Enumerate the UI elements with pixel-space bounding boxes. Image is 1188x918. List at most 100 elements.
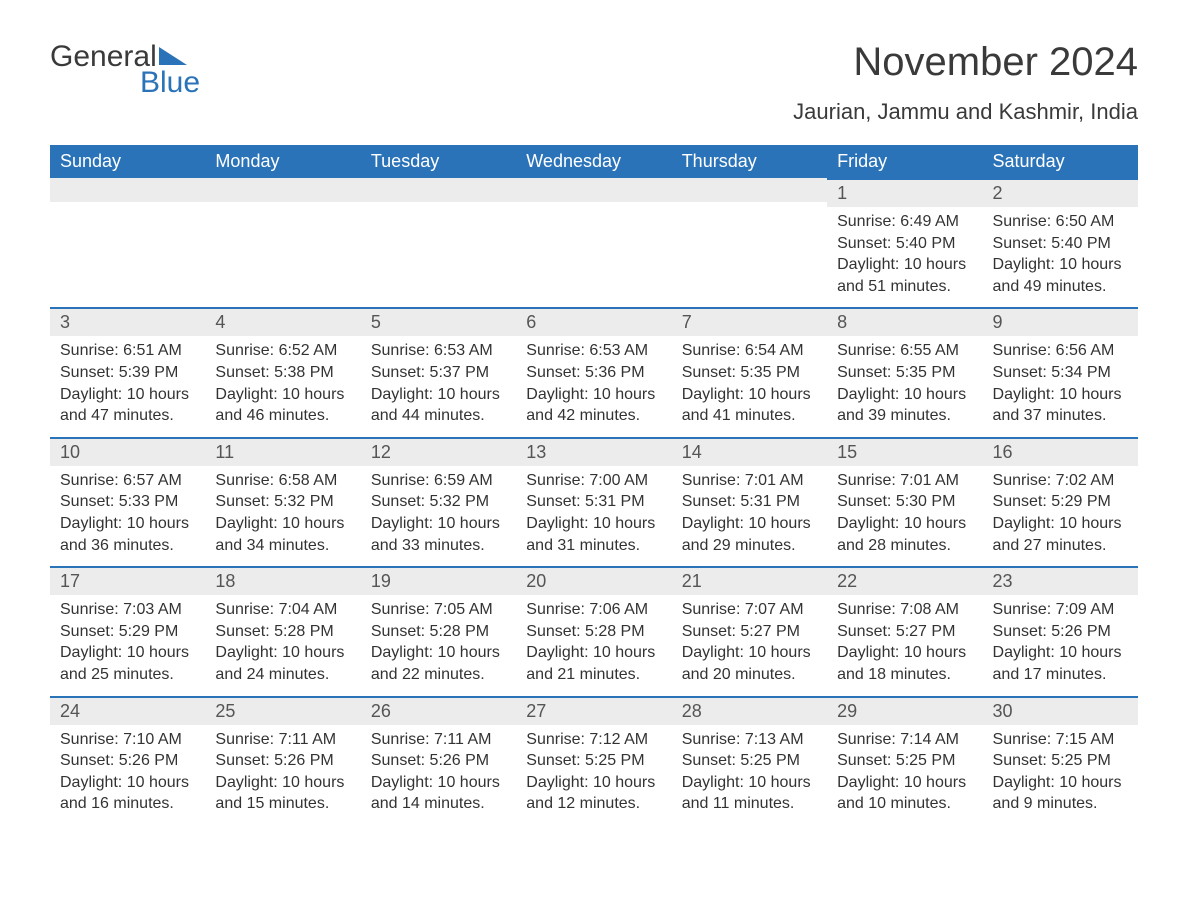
calendar-cell: 1Sunrise: 6:49 AMSunset: 5:40 PMDaylight… <box>827 178 982 307</box>
day-content: Sunrise: 7:11 AMSunset: 5:26 PMDaylight:… <box>205 725 360 825</box>
sunset-prefix: Sunset: <box>526 493 585 510</box>
day-content: Sunrise: 6:58 AMSunset: 5:32 PMDaylight:… <box>205 466 360 566</box>
day-number: 11 <box>205 437 360 466</box>
daylight-prefix: Daylight: <box>993 386 1060 403</box>
daylight-line: Daylight: 10 hours and 34 minutes. <box>215 513 350 556</box>
day-number: 1 <box>827 178 982 207</box>
calendar-cell: 8Sunrise: 6:55 AMSunset: 5:35 PMDaylight… <box>827 307 982 436</box>
daylight-prefix: Daylight: <box>837 386 904 403</box>
sunset-value: 5:38 PM <box>274 364 334 381</box>
day-number: 18 <box>205 566 360 595</box>
sunrise-prefix: Sunrise: <box>837 731 900 748</box>
sunrise-value: 6:52 AM <box>279 342 338 359</box>
sunset-line: Sunset: 5:33 PM <box>60 491 195 513</box>
sunrise-line: Sunrise: 7:01 AM <box>837 470 972 492</box>
empty-daynum-bar <box>672 178 827 202</box>
sunrise-line: Sunrise: 7:02 AM <box>993 470 1128 492</box>
calendar-cell: 10Sunrise: 6:57 AMSunset: 5:33 PMDayligh… <box>50 437 205 566</box>
sunrise-value: 6:53 AM <box>589 342 648 359</box>
sunrise-line: Sunrise: 7:11 AM <box>215 729 350 751</box>
sunrise-line: Sunrise: 7:04 AM <box>215 599 350 621</box>
sunrise-line: Sunrise: 7:09 AM <box>993 599 1128 621</box>
sunset-prefix: Sunset: <box>993 752 1052 769</box>
day-number: 30 <box>983 696 1138 725</box>
sunrise-value: 7:10 AM <box>123 731 182 748</box>
sunset-value: 5:40 PM <box>896 235 956 252</box>
sunset-line: Sunset: 5:29 PM <box>60 621 195 643</box>
day-number: 23 <box>983 566 1138 595</box>
daylight-prefix: Daylight: <box>371 774 438 791</box>
calendar-cell: 25Sunrise: 7:11 AMSunset: 5:26 PMDayligh… <box>205 696 360 825</box>
sunset-prefix: Sunset: <box>682 493 741 510</box>
sunrise-prefix: Sunrise: <box>60 601 123 618</box>
daylight-prefix: Daylight: <box>371 386 438 403</box>
sunset-value: 5:32 PM <box>430 493 490 510</box>
sunrise-prefix: Sunrise: <box>60 731 123 748</box>
sunrise-prefix: Sunrise: <box>837 342 900 359</box>
calendar-header-row: SundayMondayTuesdayWednesdayThursdayFrid… <box>50 145 1138 178</box>
daylight-line: Daylight: 10 hours and 44 minutes. <box>371 384 506 427</box>
sunset-prefix: Sunset: <box>837 752 896 769</box>
day-content: Sunrise: 6:53 AMSunset: 5:37 PMDaylight:… <box>361 336 516 436</box>
sunset-prefix: Sunset: <box>60 623 119 640</box>
day-content: Sunrise: 7:05 AMSunset: 5:28 PMDaylight:… <box>361 595 516 695</box>
day-number: 5 <box>361 307 516 336</box>
sunset-line: Sunset: 5:30 PM <box>837 491 972 513</box>
sunset-value: 5:31 PM <box>585 493 645 510</box>
sunrise-prefix: Sunrise: <box>215 342 278 359</box>
sunset-value: 5:37 PM <box>430 364 490 381</box>
sunrise-value: 6:57 AM <box>123 472 182 489</box>
sunrise-line: Sunrise: 6:55 AM <box>837 340 972 362</box>
day-content: Sunrise: 7:03 AMSunset: 5:29 PMDaylight:… <box>50 595 205 695</box>
sunrise-value: 6:51 AM <box>123 342 182 359</box>
empty-daynum-bar <box>205 178 360 202</box>
sunset-value: 5:33 PM <box>119 493 179 510</box>
sunset-prefix: Sunset: <box>993 623 1052 640</box>
daylight-line: Daylight: 10 hours and 22 minutes. <box>371 642 506 685</box>
daylight-prefix: Daylight: <box>60 515 127 532</box>
daylight-prefix: Daylight: <box>215 644 282 661</box>
sunset-prefix: Sunset: <box>215 752 274 769</box>
sunset-line: Sunset: 5:26 PM <box>993 621 1128 643</box>
daylight-line: Daylight: 10 hours and 16 minutes. <box>60 772 195 815</box>
sunset-prefix: Sunset: <box>371 493 430 510</box>
sunset-line: Sunset: 5:40 PM <box>993 233 1128 255</box>
sunrise-value: 7:01 AM <box>745 472 804 489</box>
sunrise-value: 7:05 AM <box>434 601 493 618</box>
sunset-line: Sunset: 5:31 PM <box>682 491 817 513</box>
sunrise-prefix: Sunrise: <box>371 342 434 359</box>
weekday-header: Thursday <box>672 145 827 178</box>
sunrise-prefix: Sunrise: <box>215 472 278 489</box>
calendar-cell: 4Sunrise: 6:52 AMSunset: 5:38 PMDaylight… <box>205 307 360 436</box>
day-content: Sunrise: 6:56 AMSunset: 5:34 PMDaylight:… <box>983 336 1138 436</box>
sunset-value: 5:25 PM <box>1051 752 1111 769</box>
sunset-line: Sunset: 5:40 PM <box>837 233 972 255</box>
calendar-cell <box>205 178 360 307</box>
sunset-line: Sunset: 5:34 PM <box>993 362 1128 384</box>
logo: General Blue <box>50 40 200 100</box>
sunrise-prefix: Sunrise: <box>60 342 123 359</box>
daylight-line: Daylight: 10 hours and 18 minutes. <box>837 642 972 685</box>
sunset-prefix: Sunset: <box>526 623 585 640</box>
sunrise-value: 7:01 AM <box>900 472 959 489</box>
sunset-line: Sunset: 5:25 PM <box>993 750 1128 772</box>
daylight-line: Daylight: 10 hours and 49 minutes. <box>993 254 1128 297</box>
sunrise-prefix: Sunrise: <box>993 731 1056 748</box>
calendar-cell <box>50 178 205 307</box>
daylight-prefix: Daylight: <box>215 515 282 532</box>
sunrise-line: Sunrise: 6:52 AM <box>215 340 350 362</box>
sunrise-line: Sunrise: 7:03 AM <box>60 599 195 621</box>
sunset-prefix: Sunset: <box>371 364 430 381</box>
sunset-line: Sunset: 5:38 PM <box>215 362 350 384</box>
sunrise-line: Sunrise: 7:08 AM <box>837 599 972 621</box>
calendar-cell: 2Sunrise: 6:50 AMSunset: 5:40 PMDaylight… <box>983 178 1138 307</box>
sunset-prefix: Sunset: <box>371 623 430 640</box>
sunrise-value: 6:49 AM <box>900 213 959 230</box>
calendar-cell: 26Sunrise: 7:11 AMSunset: 5:26 PMDayligh… <box>361 696 516 825</box>
sunset-line: Sunset: 5:26 PM <box>60 750 195 772</box>
sunrise-prefix: Sunrise: <box>993 342 1056 359</box>
daylight-line: Daylight: 10 hours and 31 minutes. <box>526 513 661 556</box>
sunrise-value: 7:07 AM <box>745 601 804 618</box>
sunset-prefix: Sunset: <box>837 623 896 640</box>
daylight-line: Daylight: 10 hours and 11 minutes. <box>682 772 817 815</box>
